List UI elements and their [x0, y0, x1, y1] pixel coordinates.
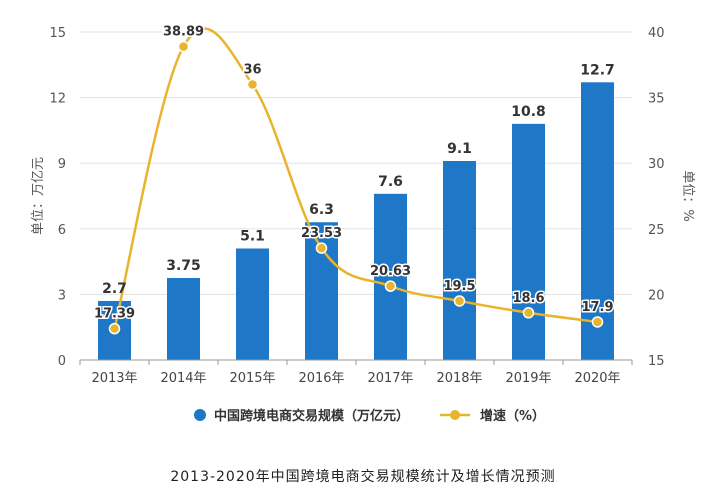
x-tick-label: 2014年: [160, 371, 206, 386]
gridlines: [80, 31, 632, 361]
legend-bar-label: 中国跨境电商交易规模（万亿元）: [214, 408, 409, 424]
y-tick-label: 12: [49, 92, 66, 107]
bar-value-label: 12.7: [580, 62, 615, 78]
legend: 中国跨境电商交易规模（万亿元） 增速（%）: [194, 408, 545, 424]
y-tick-label: 0: [58, 354, 66, 369]
x-tick-label: 2013年: [91, 371, 137, 386]
growth-point: [522, 307, 535, 319]
growth-point: [108, 322, 121, 335]
y2-tick-label: 20: [648, 288, 665, 303]
y2-tick-label: 30: [648, 157, 665, 172]
x-tick-label: 2016年: [298, 371, 344, 386]
legend-bar-marker: [194, 409, 206, 421]
bar-value-label: 9.1: [447, 141, 472, 157]
y2-tick-label: 40: [648, 26, 665, 41]
bar-value-label: 3.75: [166, 258, 201, 274]
growth-value-label: 19.5: [443, 279, 475, 294]
bar-value-label: 5.1: [240, 228, 265, 244]
bar-value-label: 2.7: [102, 281, 127, 297]
x-tick-label: 2019年: [505, 371, 551, 386]
growth-value-label: 36: [243, 62, 261, 77]
growth-value-label: 23.53: [301, 226, 342, 241]
growth-value-label: 18.6: [512, 291, 544, 306]
x-tick-label: 2015年: [229, 371, 275, 386]
x-tick-label: 2018年: [436, 371, 482, 386]
y-tick-label: 9: [58, 157, 66, 172]
y-tick-label: 15: [49, 26, 66, 41]
growth-value-label: 17.39: [94, 307, 135, 322]
growth-point: [315, 242, 328, 254]
line-series: [108, 27, 604, 335]
growth-value-label: 17.9: [581, 300, 613, 315]
growth-line: [113, 27, 598, 329]
y2-tick-label: 25: [648, 223, 665, 238]
y2-tick-label: 15: [648, 354, 665, 369]
y-tick-label: 3: [58, 288, 66, 303]
growth-point: [591, 316, 604, 328]
legend-line-label: 增速（%）: [480, 408, 545, 424]
y2-tick-label: 35: [648, 92, 665, 107]
growth-point: [177, 40, 190, 53]
legend-line-marker: [450, 410, 460, 420]
data-labels: 2.7 3.75 5.1 6.3 7.6 9.1 10.8 12.7 17.39 38.89 36 2…: [92, 23, 615, 323]
bar-value-label: 7.6: [378, 174, 403, 190]
growth-value-label: 38.89: [163, 25, 204, 40]
bar: [167, 278, 200, 360]
bar: [374, 193, 407, 360]
bar-value-label: 10.8: [511, 104, 546, 120]
growth-value-label: 20.63: [370, 264, 411, 279]
y-tick-label: 6: [58, 223, 66, 238]
bar: [443, 161, 476, 360]
chart-caption: 2013-2020年中国跨境电商交易规模统计及增长情况预测: [170, 469, 556, 485]
y2-axis-title: 单位：%: [680, 170, 695, 221]
growth-point: [246, 78, 259, 91]
x-tick-label: 2017年: [367, 371, 413, 386]
bar-series: [98, 82, 614, 360]
bar: [236, 248, 269, 360]
growth-point: [453, 295, 466, 307]
bar: [581, 82, 614, 360]
growth-point: [384, 280, 397, 292]
bar: [512, 123, 545, 360]
bar-value-label: 6.3: [309, 202, 334, 218]
y-axis-title: 单位：万亿元: [31, 157, 46, 235]
x-tick-label: 2020年: [574, 371, 620, 386]
